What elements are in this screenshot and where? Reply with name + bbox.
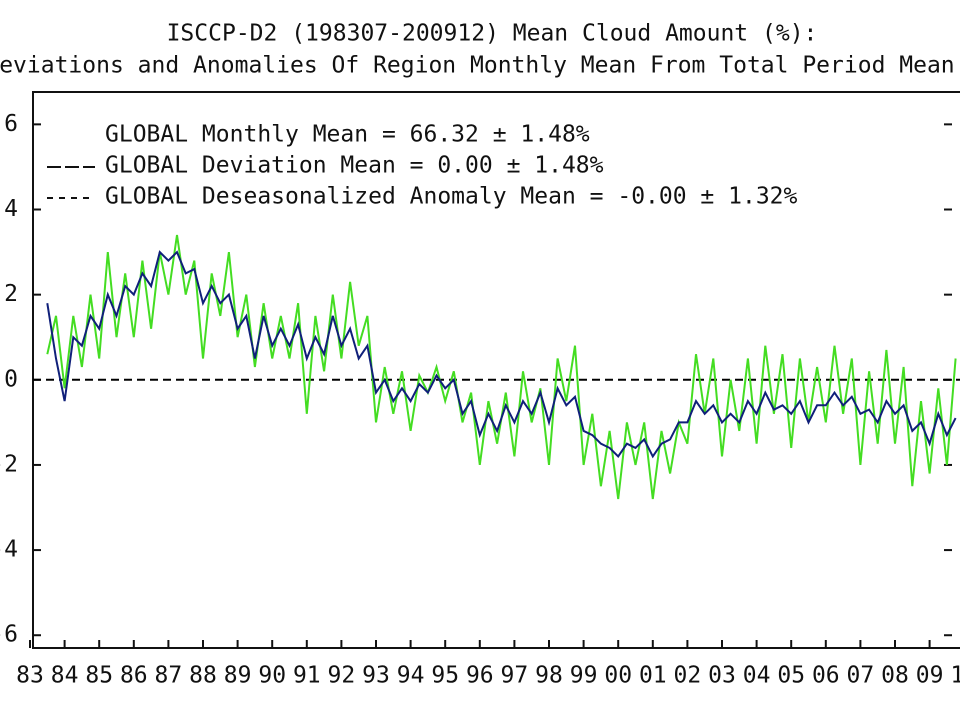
x-tick-label: 05 <box>777 663 805 689</box>
x-tick-label: 88 <box>189 663 217 689</box>
x-tick-label: 98 <box>535 663 563 689</box>
x-tick-label: 85 <box>85 663 113 689</box>
y-tick-label: -2 <box>0 451 18 477</box>
x-tick-label: 07 <box>847 663 875 689</box>
x-tick-label: 91 <box>293 663 321 689</box>
x-tick-label: 83 <box>16 663 44 689</box>
x-tick-label: 86 <box>120 663 148 689</box>
y-tick-label: -6 <box>0 622 18 648</box>
y-tick-label: -4 <box>0 537 18 563</box>
x-tick-label: 96 <box>466 663 494 689</box>
x-tick-label: 99 <box>570 663 598 689</box>
x-tick-label: 90 <box>258 663 286 689</box>
plot-frame <box>32 91 960 649</box>
x-tick-label: 06 <box>812 663 840 689</box>
x-tick-label: 10 <box>950 663 960 689</box>
x-tick-label: 95 <box>431 663 459 689</box>
series-line <box>46 234 957 500</box>
x-tick-label: 97 <box>501 663 529 689</box>
x-tick-label: 04 <box>743 663 771 689</box>
series-line <box>46 250 957 459</box>
legend-label: GLOBAL Deseasonalized Anomaly Mean = -0.… <box>105 184 798 210</box>
legend-annotation: GLOBAL Monthly Mean = 66.32 ± 1.48% <box>105 122 590 148</box>
chart-subtitle: Deviations and Anomalies Of Region Month… <box>0 53 955 79</box>
legend-label: GLOBAL Deviation Mean = 0.00 ± 1.48% <box>105 153 604 179</box>
x-tick-label: 92 <box>328 663 356 689</box>
x-tick-label: 08 <box>881 663 909 689</box>
y-tick-label: 2 <box>4 281 18 307</box>
x-tick-label: 94 <box>397 663 425 689</box>
y-tick-label: 4 <box>4 196 18 222</box>
y-tick-label: 0 <box>4 366 18 392</box>
x-tick-label: 84 <box>51 663 79 689</box>
x-tick-label: 89 <box>224 663 252 689</box>
y-tick-label: 6 <box>4 111 18 137</box>
x-tick-label: 09 <box>916 663 944 689</box>
x-tick-label: 93 <box>362 663 390 689</box>
x-tick-label: 02 <box>674 663 702 689</box>
x-tick-label: 87 <box>155 663 183 689</box>
x-tick-label: 00 <box>604 663 632 689</box>
x-tick-label: 03 <box>708 663 736 689</box>
chart-title: ISCCP-D2 (198307-200912) Mean Cloud Amou… <box>167 21 818 47</box>
x-tick-label: 01 <box>639 663 667 689</box>
